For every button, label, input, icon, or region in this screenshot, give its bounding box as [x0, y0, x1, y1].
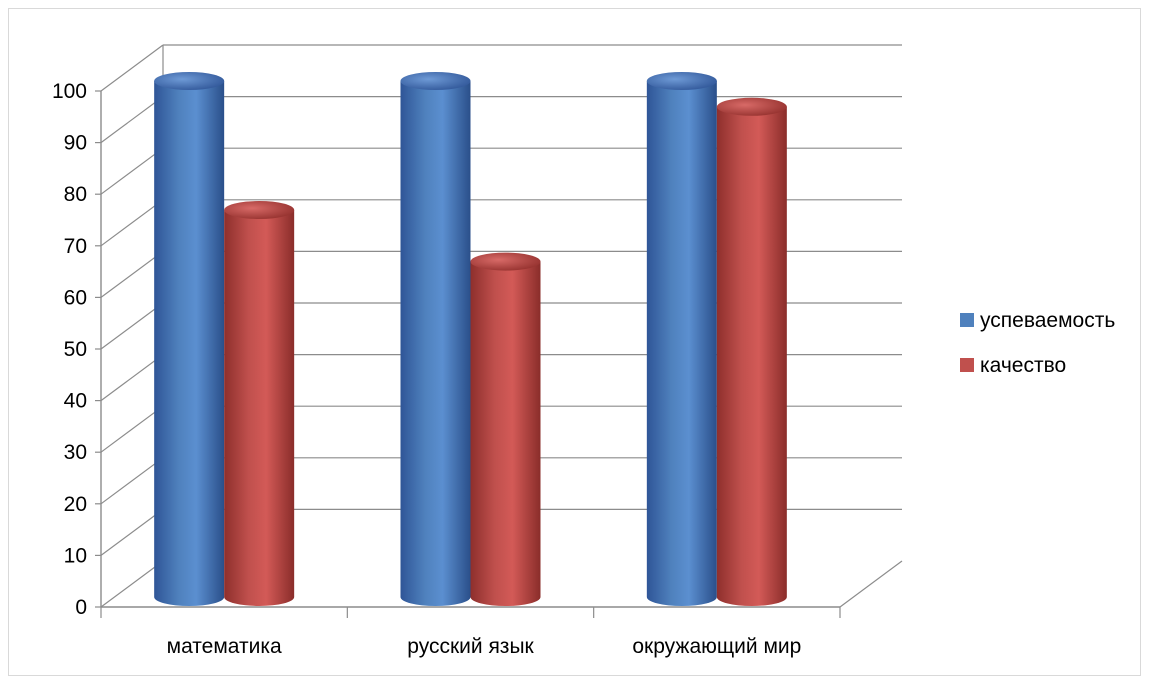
y-tick-label: 70: [64, 235, 87, 258]
y-tick-label: 100: [52, 80, 87, 103]
bar-top: [400, 72, 471, 90]
bar-uspevaemost: [646, 72, 717, 606]
gridline-side: [100, 457, 164, 505]
x-tick-label: математика: [167, 635, 282, 658]
bar-body: [716, 106, 787, 607]
x-tick-label: русский язык: [407, 635, 534, 658]
gridline-side: [100, 147, 164, 195]
gridline-side: [100, 250, 164, 298]
bar-top: [470, 252, 541, 271]
legend: успеваемость качество: [960, 309, 1115, 377]
legend-swatch: [960, 313, 974, 327]
gridline-side: [100, 199, 164, 247]
y-tick-label: 50: [64, 338, 87, 361]
bar-kachestvo: [716, 97, 787, 607]
bar-uspevaemost: [154, 72, 225, 606]
legend-label: качество: [980, 354, 1066, 377]
gridline-side: [100, 560, 164, 608]
gridline-side: [100, 508, 164, 556]
gridline-side: [100, 354, 164, 402]
gridline-side: [100, 44, 164, 92]
y-tick-label: 30: [64, 441, 87, 464]
x-tick-label: окружающий мир: [632, 635, 801, 658]
bar-body: [646, 81, 717, 606]
bars: [154, 72, 787, 607]
gridline-side: [100, 302, 164, 350]
axes: [95, 90, 841, 618]
y-tick-label: 0: [75, 596, 87, 619]
bar-top: [716, 97, 787, 116]
bar-body: [154, 81, 225, 606]
bar-body: [224, 210, 295, 606]
bar-kachestvo: [470, 252, 541, 606]
bar-top: [154, 72, 225, 90]
gridline-side: [100, 405, 164, 453]
bar-body: [470, 261, 541, 606]
floor-edge: [839, 560, 903, 608]
legend-item: успеваемость: [960, 309, 1115, 332]
gridline-side: [100, 96, 164, 144]
y-tick-label: 20: [64, 493, 87, 516]
labels: 0 10 20 30 40 50 60 70 80 90 100 математика русский …: [52, 80, 801, 658]
y-tick-label: 80: [64, 183, 87, 206]
y-tick-label: 40: [64, 390, 87, 413]
legend-item: качество: [960, 354, 1066, 377]
legend-swatch: [960, 358, 974, 372]
legend-label: успеваемость: [980, 309, 1115, 332]
bar-top: [646, 72, 717, 90]
bar-uspevaemost: [400, 72, 471, 606]
bar-body: [400, 81, 471, 606]
bar-kachestvo: [224, 201, 295, 606]
y-tick-label: 90: [64, 132, 87, 155]
y-tick-label: 10: [64, 544, 87, 567]
y-tick-label: 60: [64, 286, 87, 309]
bar-top: [224, 201, 295, 219]
